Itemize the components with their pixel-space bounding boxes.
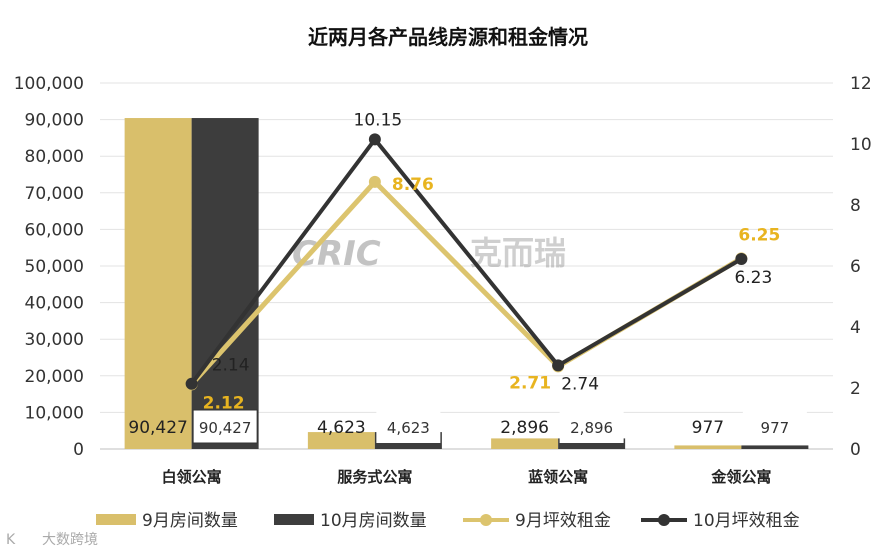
point-sep-1	[368, 175, 381, 188]
point-oct-0	[185, 377, 198, 390]
line-label-oct-2: 2.74	[561, 374, 599, 394]
y-right-tick-label: 8	[850, 196, 861, 216]
y-axis-left: 0 10,000 20,000 30,000 40,000 50,000 60,000 70,…	[14, 74, 84, 460]
point-oct-2	[552, 359, 565, 372]
bar-label-bg	[376, 410, 441, 443]
y-right-tick-label: 12	[850, 74, 872, 94]
y-left-tick-label: 20,000	[25, 367, 84, 387]
bar-label-sep-0: 90,427	[128, 418, 187, 438]
legend-label-0: 9月房间数量	[142, 511, 238, 531]
point-oct-3	[735, 252, 748, 265]
category-label-2: 蓝领公寓	[528, 468, 588, 486]
y-axis-right: 0 2 4 6 8 10 12	[850, 74, 872, 460]
legend-swatch-0	[96, 514, 136, 525]
legend: 9月房间数量 10月房间数量 9月坪效租金 10月坪效租金	[96, 511, 800, 531]
line-oct	[190, 137, 743, 385]
bars	[124, 118, 809, 450]
bar-label-oct-1: 4,623	[387, 419, 430, 437]
y-left-tick-label: 50,000	[25, 257, 84, 277]
lines	[185, 133, 748, 391]
line-label-sep-2: 2.71	[509, 373, 551, 393]
bottom-watermark: K 大数跨境	[6, 532, 98, 548]
line-label-sep-3: 6.25	[738, 225, 780, 245]
category-label-3: 金领公寓	[710, 468, 771, 486]
line-label-oct-0: 2.14	[212, 356, 250, 376]
line-label-oct-1: 10.15	[354, 110, 403, 130]
data-labels: 90,427 4,623 2,896 977 90,427 4,623 2,896 977 2.…	[128, 110, 807, 444]
bar-label-bg	[742, 410, 807, 443]
y-left-tick-label: 60,000	[25, 220, 84, 240]
bar-label-oct-2: 2,896	[570, 419, 613, 437]
bar-sep-0	[124, 118, 192, 450]
y-right-tick-label: 4	[850, 318, 861, 338]
bar-oct-2	[558, 438, 626, 449]
point-oct-1	[368, 133, 381, 146]
watermark-logo-cn: 克而瑞	[470, 234, 566, 272]
line-label-sep-1: 8.76	[392, 175, 434, 195]
y-left-tick-label: 10,000	[25, 403, 84, 423]
y-left-tick-label: 30,000	[25, 330, 84, 350]
legend-label-3: 10月坪效租金	[693, 511, 800, 531]
y-left-tick-label: 40,000	[25, 294, 84, 314]
y-left-tick-label: 0	[73, 440, 84, 460]
watermark-logo: CRIC	[292, 234, 381, 274]
line-sep	[189, 179, 743, 387]
chart-title: 近两月各产品线房源和租金情况	[308, 25, 588, 49]
bottom-watermark-prefix: K	[6, 532, 16, 548]
legend-label-1: 10月房间数量	[320, 511, 427, 531]
y-right-tick-label: 10	[850, 135, 872, 155]
y-left-tick-label: 80,000	[25, 147, 84, 167]
line-label-sep-0: 2.12	[203, 393, 245, 413]
bar-label-sep-3: 977	[692, 418, 724, 438]
bar-label-oct-0: 90,427	[199, 419, 252, 437]
y-right-tick-label: 6	[850, 257, 861, 277]
bar-sep-2	[491, 438, 559, 449]
y-left-tick-label: 70,000	[25, 184, 84, 204]
bar-label-bg	[559, 410, 624, 443]
y-left-tick-label: 90,000	[25, 111, 84, 131]
bar-oct-3	[741, 445, 809, 449]
category-label-0: 白领公寓	[162, 468, 222, 486]
bottom-watermark-text: 大数跨境	[42, 532, 98, 548]
bar-sep-1	[307, 432, 375, 449]
x-axis-categories: 白领公寓 服务式公寓 蓝领公寓 金领公寓	[162, 468, 772, 486]
line-label-oct-3: 6.23	[734, 268, 772, 288]
legend-marker-2	[480, 514, 492, 526]
bar-label-bg	[192, 409, 258, 444]
bar-oct-0	[191, 118, 259, 450]
legend-label-2: 9月坪效租金	[515, 511, 611, 531]
legend-swatch-1	[274, 514, 314, 525]
category-label-1: 服务式公寓	[337, 468, 412, 486]
y-left-tick-label: 100,000	[14, 74, 84, 94]
legend-marker-3	[658, 514, 670, 526]
bar-label-sep-2: 2,896	[500, 418, 549, 438]
y-right-tick-label: 0	[850, 440, 861, 460]
bar-label-sep-1: 4,623	[317, 418, 366, 438]
bar-label-oct-3: 977	[761, 419, 790, 437]
watermark: CRIC 克而瑞	[292, 234, 566, 274]
y-right-tick-label: 2	[850, 379, 861, 399]
bar-sep-3	[674, 445, 742, 449]
